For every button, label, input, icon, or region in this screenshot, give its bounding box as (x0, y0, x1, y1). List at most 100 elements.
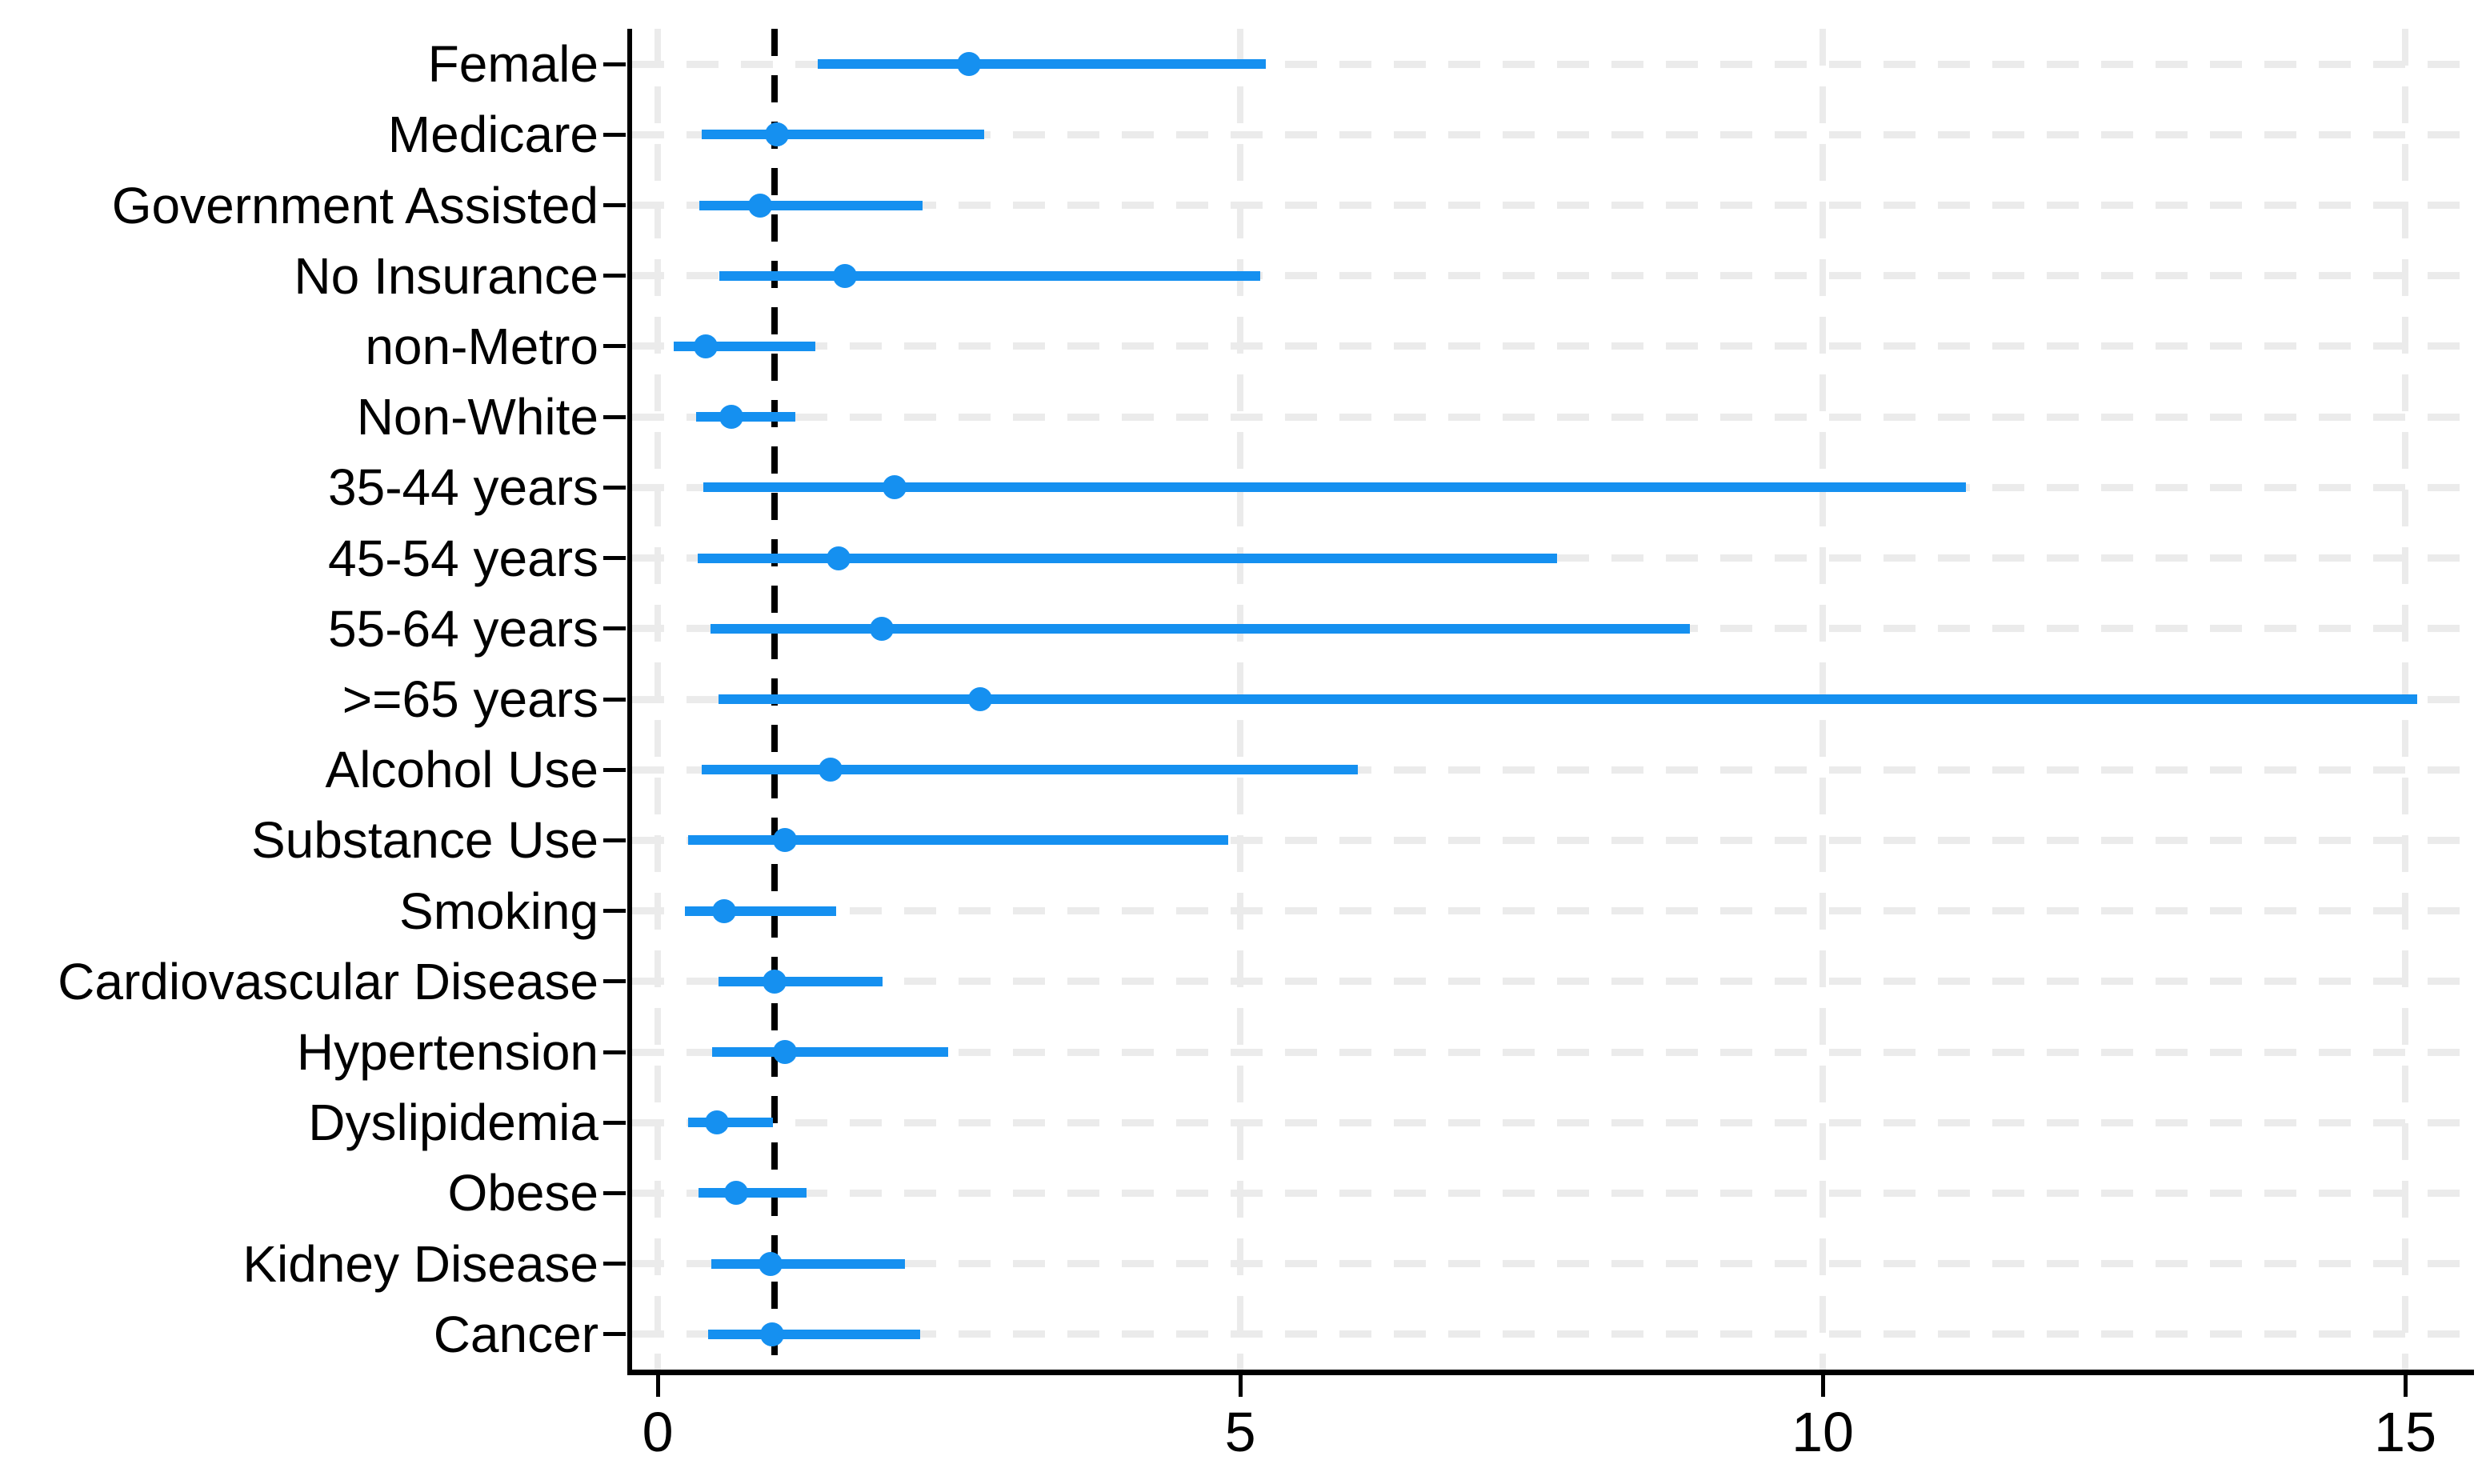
y-axis-category-label: Smoking (399, 882, 598, 940)
y-axis-category-label: 35-44 years (328, 458, 598, 517)
x-axis-tick (2403, 1375, 2408, 1397)
point-estimate-marker (818, 758, 843, 782)
y-axis-tick (603, 626, 626, 631)
y-axis-tick (603, 1190, 626, 1195)
point-estimate-marker (882, 475, 907, 500)
x-tick-label: 10 (1791, 1401, 1854, 1463)
row-gridline (632, 130, 2474, 138)
y-axis-tick (603, 1332, 626, 1337)
y-axis-tick (603, 1050, 626, 1054)
y-axis-tick (603, 1262, 626, 1266)
y-axis-category-label: Kidney Disease (242, 1234, 598, 1293)
plot-area (627, 29, 2474, 1375)
y-axis-tick (603, 697, 626, 702)
y-axis-category-label: Alcohol Use (325, 741, 599, 799)
confidence-interval-line (711, 1258, 905, 1269)
y-axis-category-label: 55-64 years (328, 599, 598, 658)
confidence-interval-line (702, 765, 1359, 775)
point-estimate-marker (719, 405, 743, 430)
row-gridline (632, 202, 2474, 210)
y-axis-tick (603, 1120, 626, 1125)
row-gridline (632, 1048, 2474, 1056)
y-axis-tick (603, 274, 626, 278)
point-estimate-marker (723, 1181, 748, 1206)
x-tick-label: 15 (2374, 1401, 2437, 1463)
confidence-interval-line (699, 200, 923, 210)
y-axis-category-label: non-Metro (365, 317, 598, 375)
y-axis-tick (603, 414, 626, 419)
row-gridline (632, 1189, 2474, 1197)
point-estimate-marker (764, 122, 789, 147)
y-axis-tick (603, 485, 626, 490)
y-axis-tick (603, 767, 626, 772)
confidence-interval-line (697, 553, 1558, 563)
y-axis-tick (603, 909, 626, 914)
y-axis-category-label: Government Assisted (111, 176, 598, 234)
y-axis-category-label: Dyslipidemia (308, 1094, 598, 1152)
row-gridline (632, 272, 2474, 280)
confidence-interval-line (698, 1188, 807, 1198)
confidence-interval-line (718, 976, 883, 986)
y-axis-category-label: Medicare (387, 106, 598, 164)
x-axis-tick (1820, 1375, 1825, 1397)
point-estimate-marker (869, 616, 894, 641)
x-axis-tick (655, 1375, 660, 1397)
x-tick-label: 5 (1224, 1401, 1256, 1463)
y-axis-category-label: >=65 years (342, 670, 598, 728)
y-axis-tick (603, 62, 626, 66)
row-gridline (632, 907, 2474, 915)
point-estimate-marker (712, 898, 737, 923)
point-estimate-marker (826, 546, 851, 570)
point-estimate-marker (968, 687, 993, 711)
confidence-interval-line (696, 412, 795, 422)
y-axis-tick (603, 203, 626, 208)
y-axis-category-label: Obese (447, 1164, 598, 1222)
y-axis-category-label: Cancer (433, 1305, 598, 1363)
y-axis-tick (603, 556, 626, 561)
row-gridline (632, 1118, 2474, 1126)
row-gridline (632, 342, 2474, 350)
point-estimate-marker (772, 828, 797, 853)
y-axis-tick (603, 979, 626, 984)
x-axis-tick (1238, 1375, 1243, 1397)
confidence-interval-line (702, 130, 984, 140)
row-gridline (632, 1330, 2474, 1338)
y-axis-category-label: Non-White (356, 388, 598, 446)
confidence-interval-line (817, 59, 1267, 70)
row-gridline (632, 1260, 2474, 1268)
point-estimate-marker (693, 334, 718, 358)
confidence-interval-line (710, 623, 1691, 634)
confidence-interval-line (684, 906, 836, 916)
point-estimate-marker (833, 263, 858, 288)
y-axis-tick (603, 132, 626, 137)
point-estimate-marker (772, 1040, 797, 1065)
y-axis-tick (603, 344, 626, 349)
y-axis-category-label: Cardiovascular Disease (58, 952, 598, 1010)
row-gridline (632, 413, 2474, 421)
point-estimate-marker (705, 1110, 730, 1135)
confidence-interval-line (687, 1118, 774, 1128)
point-estimate-marker (956, 52, 981, 77)
confidence-interval-line (707, 1329, 920, 1339)
y-axis-category-label: Female (427, 35, 598, 94)
row-gridline (632, 978, 2474, 986)
y-axis-category-label: No Insurance (294, 246, 598, 305)
row-gridline (632, 60, 2474, 68)
confidence-interval-line (719, 270, 1260, 281)
confidence-interval-line (687, 835, 1229, 846)
row-gridline (632, 836, 2474, 844)
y-axis-category-label: Substance Use (250, 811, 598, 870)
point-estimate-marker (748, 193, 773, 218)
point-estimate-marker (759, 1251, 783, 1276)
point-estimate-marker (759, 1322, 784, 1346)
point-estimate-marker (762, 969, 787, 994)
confidence-interval-line (703, 482, 1967, 493)
x-tick-label: 0 (642, 1401, 674, 1463)
y-axis-category-label: Hypertension (296, 1023, 598, 1082)
confidence-interval-line (712, 1047, 948, 1058)
confidence-interval-line (718, 694, 2417, 704)
row-gridline (632, 766, 2474, 774)
y-axis-category-label: 45-54 years (328, 529, 598, 587)
y-axis-tick (603, 838, 626, 842)
